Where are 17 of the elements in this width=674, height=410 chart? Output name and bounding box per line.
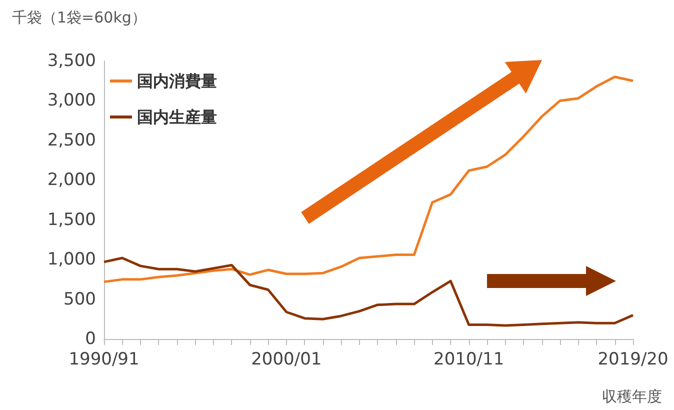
y-tick-label: 2,000: [47, 170, 96, 190]
line-series: [102, 256, 634, 327]
y-tick-label: 3,000: [47, 90, 96, 111]
legend-label: 国内消費量: [137, 72, 217, 90]
x-tick-label: 2000/01: [251, 350, 322, 370]
x-axis-title: 収穫年度: [602, 388, 662, 406]
x-tick-label: 1990/91: [68, 350, 140, 370]
legend-label: 国内生産量: [137, 108, 217, 126]
y-tick-label: 3,500: [47, 51, 96, 71]
y-axis-title: 千袋（1袋=60kg）: [12, 8, 146, 26]
y-tick-label: 0: [85, 329, 96, 349]
y-tick-label: 1,500: [47, 210, 96, 230]
y-tick-label: 2,500: [47, 130, 96, 150]
x-tick-label: 2010/11: [434, 350, 504, 370]
y-tick-label: 1,000: [47, 250, 96, 270]
x-tick-label: 2019/20: [598, 350, 668, 370]
y-tick-label: 500: [64, 289, 96, 310]
